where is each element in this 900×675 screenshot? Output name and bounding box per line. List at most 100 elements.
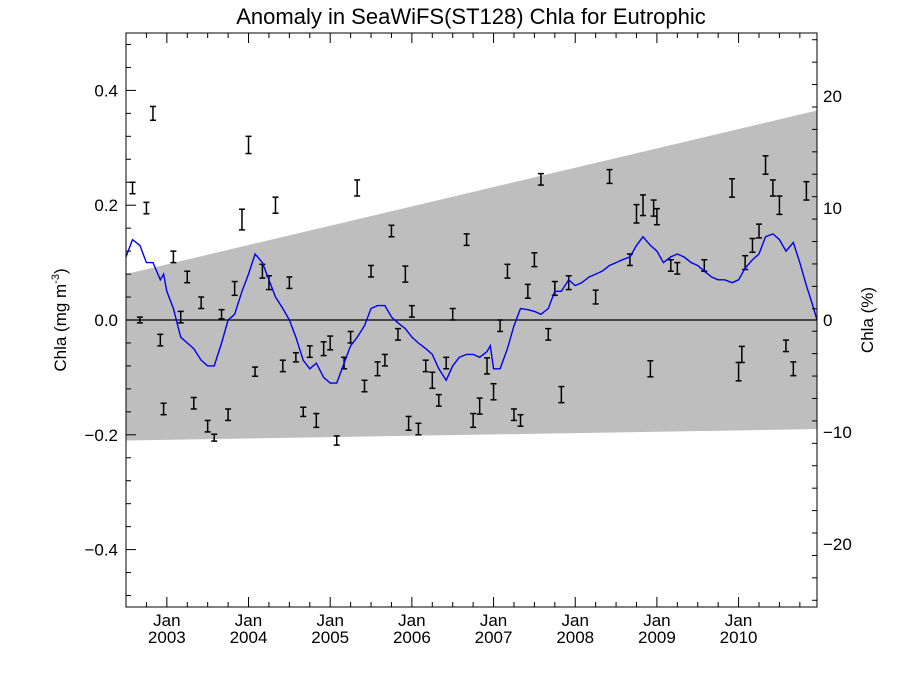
errorbar-point [225,408,232,422]
x-tick-month: Jan [643,611,670,630]
y-axis-left-label-sup: -3 [50,274,62,284]
errorbar-point [422,359,429,373]
y-left-tick-label: −0.4 [84,541,118,560]
errorbar-point [245,135,252,155]
errorbar-point [320,341,327,357]
trend-band [126,110,817,441]
errorbar-point [443,356,450,370]
errorbar-point [136,316,143,324]
errorbar-point [286,276,293,290]
x-tick-year: 2009 [638,628,676,647]
errorbar-point [361,379,368,393]
y-left-tick-label: 0.2 [94,196,118,215]
errorbar-point [327,335,334,351]
x-tick-month: Jan [153,611,180,630]
errorbar-point [415,422,422,436]
y-axis-left-label: Chla (mg m-3) [50,268,70,371]
errorbar-point [198,296,205,310]
y-left-tick-label: −0.2 [84,426,118,445]
y-right-tick-label: −20 [823,535,852,554]
errorbar-point [238,208,245,231]
left-axis-ticks: −0.4 −0.2 0.0 0.2 0.4 [84,43,136,597]
errorbar-point [484,357,491,375]
y-left-tick-label: 0.0 [94,311,118,330]
x-tick-year: 2005 [311,628,349,647]
errorbar-point [545,327,552,341]
errorbar-point [408,304,415,318]
errorbar-point [300,406,307,418]
anomaly-line-group [125,233,818,384]
x-tick-year: 2010 [720,628,758,647]
errorbar-point [776,195,783,216]
errorbar-point [292,351,299,363]
errorbar-point [531,252,538,268]
errorbar-point [667,258,674,272]
y-right-tick-label: 0 [823,311,832,330]
y-axis-left-label-close: ) [51,268,70,274]
errorbar-point [333,435,340,446]
anomaly-line [125,233,818,384]
errorbar-point [504,263,511,279]
errorbar-point [650,199,657,217]
errorbar-point [470,412,477,429]
errorbar-point [749,237,756,254]
errorbar-point [306,345,313,359]
errorbar-point [143,201,150,215]
errorbar-point [497,319,504,333]
errorbar-point [647,360,654,378]
errorbar-point [490,382,497,401]
errorbar-point [190,396,197,410]
errorbar-point [510,408,517,422]
y-axis-left-label-main: Chla (mg m [51,284,70,372]
errorbar-point [762,155,769,175]
errorbar-point [204,419,211,433]
errorbar-point [606,168,613,185]
errorbar-point [177,310,184,324]
errorbar-point [476,397,483,415]
errorbar-point [782,339,789,353]
errorbar-point [674,261,681,275]
errorbar-point [463,233,470,247]
errorbar-point [756,223,763,239]
y-right-tick-label: 10 [823,199,842,218]
right-axis-ticks: −20 −10 0 10 20 [812,39,852,601]
errorbar-point [160,402,167,416]
errorbar-point [769,179,776,197]
y-left-tick-label: 0.4 [94,81,118,100]
errorbar-point [537,172,544,186]
errorbar-point [252,366,259,378]
x-axis-ticks: Jan2003Jan2004Jan2005Jan2006Jan2007Jan20… [125,33,801,647]
errorbar-point [279,359,286,373]
x-tick-month: Jan [725,611,752,630]
errorbar-point [435,393,442,407]
y-right-tick-label: −10 [823,423,852,442]
errorbar-point [374,361,381,377]
errorbar-point [449,307,456,321]
x-tick-month: Jan [316,611,343,630]
errorbar-point [218,308,225,320]
errorbar-point [184,270,191,284]
errorbar-point [272,196,279,214]
errorbar-point [129,181,136,195]
x-tick-month: Jan [480,611,507,630]
errorbar-point [517,413,524,427]
errorbar-point [354,179,361,197]
errorbar-point [394,327,401,341]
x-tick-year: 2007 [475,628,513,647]
errorbar-point [231,280,238,297]
errorbar-point [738,345,745,364]
errorbar-point [405,415,412,431]
x-tick-month: Jan [398,611,425,630]
errorbar-point [558,385,565,404]
errorbar-point [381,353,388,367]
x-tick-year: 2008 [556,628,594,647]
errorbar-point [565,275,572,291]
errorbar-point [429,371,436,390]
errorbar-point [157,333,164,347]
errorbar-group [129,105,810,446]
errorbar-point [640,194,647,217]
x-tick-year: 2003 [148,628,186,647]
errorbar-point [790,361,797,377]
errorbar-point [211,433,218,442]
